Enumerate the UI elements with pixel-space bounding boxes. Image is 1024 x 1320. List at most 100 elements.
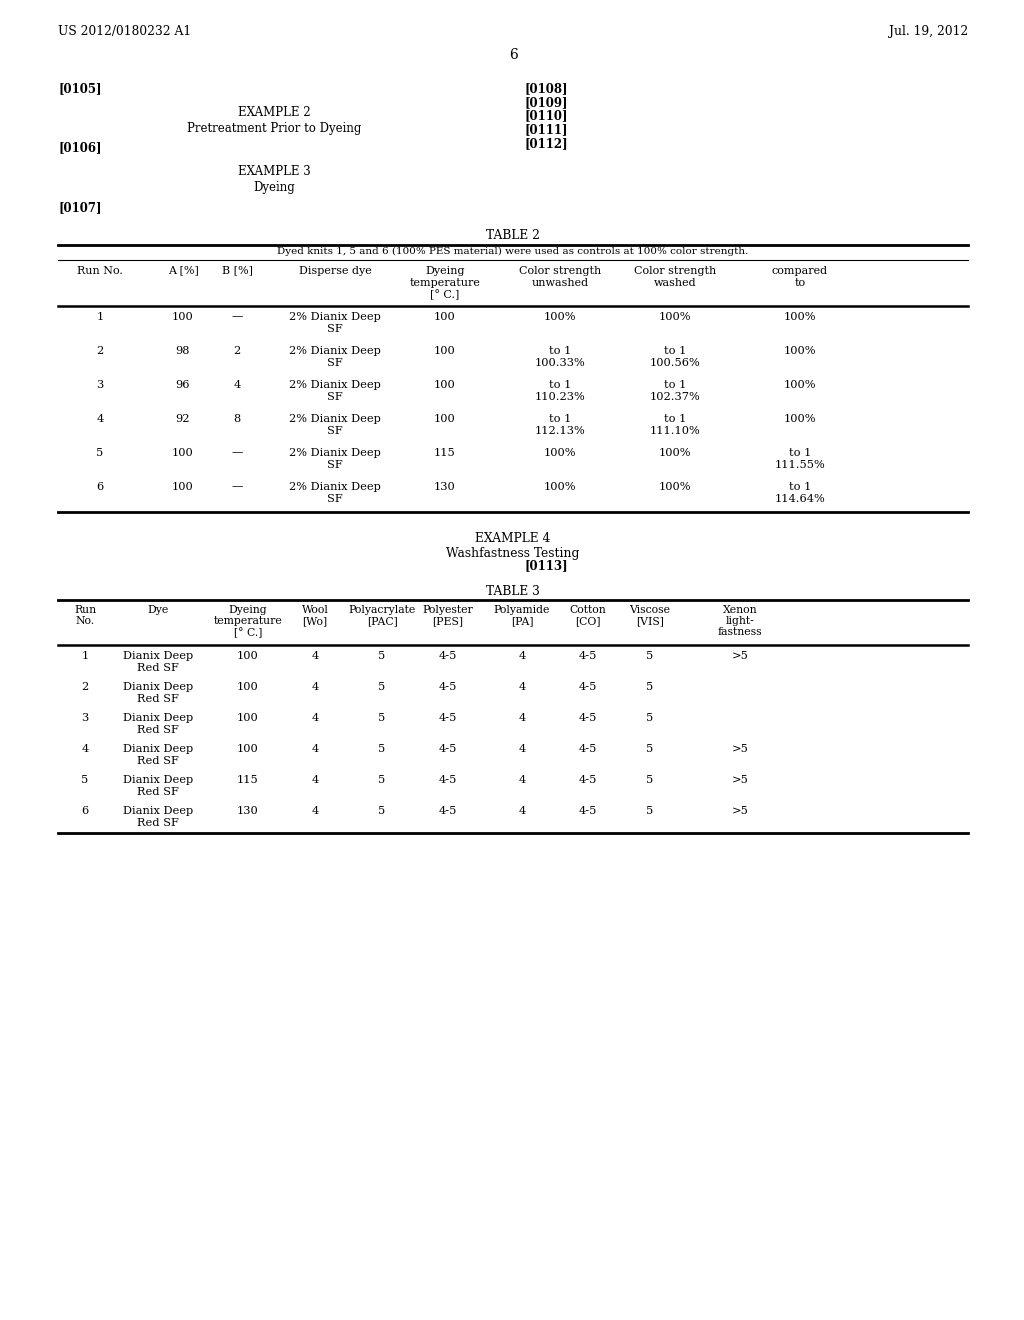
Text: Dianix Deep: Dianix Deep bbox=[123, 744, 194, 755]
Text: Red SF: Red SF bbox=[137, 818, 179, 828]
Text: 4-5: 4-5 bbox=[579, 744, 597, 755]
Text: 100%: 100% bbox=[544, 482, 577, 491]
Text: SF: SF bbox=[327, 358, 343, 367]
Text: 5: 5 bbox=[379, 713, 386, 723]
Text: [VIS]: [VIS] bbox=[636, 616, 664, 627]
Text: 5: 5 bbox=[379, 807, 386, 816]
Text: 2% Dianix Deep: 2% Dianix Deep bbox=[289, 413, 381, 424]
Text: 100%: 100% bbox=[658, 482, 691, 491]
Text: Color strength: Color strength bbox=[519, 265, 601, 276]
Text: 100%: 100% bbox=[658, 312, 691, 322]
Text: 114.64%: 114.64% bbox=[774, 494, 825, 504]
Text: 100: 100 bbox=[172, 482, 194, 491]
Text: 111.55%: 111.55% bbox=[774, 459, 825, 470]
Text: 5: 5 bbox=[646, 651, 653, 661]
Text: 100: 100 bbox=[434, 312, 456, 322]
Text: Disperse dye: Disperse dye bbox=[299, 265, 372, 276]
Text: 4-5: 4-5 bbox=[579, 713, 597, 723]
Text: Viscose: Viscose bbox=[630, 606, 671, 615]
Text: —: — bbox=[231, 447, 243, 458]
Text: to: to bbox=[795, 277, 806, 288]
Text: 4: 4 bbox=[518, 807, 525, 816]
Text: 100: 100 bbox=[172, 447, 194, 458]
Text: 5: 5 bbox=[646, 682, 653, 693]
Text: 4: 4 bbox=[96, 413, 103, 424]
Text: Red SF: Red SF bbox=[137, 787, 179, 797]
Text: [PA]: [PA] bbox=[511, 616, 534, 627]
Text: 4-5: 4-5 bbox=[579, 775, 597, 785]
Text: Dianix Deep: Dianix Deep bbox=[123, 775, 194, 785]
Text: SF: SF bbox=[327, 494, 343, 504]
Text: 100: 100 bbox=[238, 744, 259, 755]
Text: 100%: 100% bbox=[544, 312, 577, 322]
Text: Dianix Deep: Dianix Deep bbox=[123, 713, 194, 723]
Text: EXAMPLE 3: EXAMPLE 3 bbox=[238, 165, 310, 178]
Text: 2: 2 bbox=[233, 346, 241, 355]
Text: 4: 4 bbox=[311, 713, 318, 723]
Text: [0110]: [0110] bbox=[524, 110, 567, 123]
Text: 3: 3 bbox=[96, 380, 103, 389]
Text: 4-5: 4-5 bbox=[579, 682, 597, 693]
Text: 4-5: 4-5 bbox=[439, 713, 457, 723]
Text: Run: Run bbox=[74, 606, 96, 615]
Text: 100: 100 bbox=[172, 312, 194, 322]
Text: 5: 5 bbox=[379, 651, 386, 661]
Text: 100%: 100% bbox=[783, 346, 816, 355]
Text: 100.33%: 100.33% bbox=[535, 358, 586, 367]
Text: 4: 4 bbox=[311, 775, 318, 785]
Text: Dyeing: Dyeing bbox=[425, 265, 465, 276]
Text: 5: 5 bbox=[646, 775, 653, 785]
Text: 5: 5 bbox=[81, 775, 89, 785]
Text: temperature: temperature bbox=[410, 277, 480, 288]
Text: 92: 92 bbox=[176, 413, 190, 424]
Text: [PAC]: [PAC] bbox=[367, 616, 397, 627]
Text: 5: 5 bbox=[379, 775, 386, 785]
Text: Red SF: Red SF bbox=[137, 725, 179, 735]
Text: SF: SF bbox=[327, 323, 343, 334]
Text: 1: 1 bbox=[96, 312, 103, 322]
Text: to 1: to 1 bbox=[664, 346, 686, 355]
Text: light-: light- bbox=[726, 616, 755, 627]
Text: 3: 3 bbox=[81, 713, 89, 723]
Text: 100: 100 bbox=[238, 682, 259, 693]
Text: Dyeing: Dyeing bbox=[253, 181, 295, 194]
Text: 2: 2 bbox=[96, 346, 103, 355]
Text: washed: washed bbox=[653, 277, 696, 288]
Text: 115: 115 bbox=[434, 447, 456, 458]
Text: 6: 6 bbox=[96, 482, 103, 491]
Text: 100%: 100% bbox=[544, 447, 577, 458]
Text: 5: 5 bbox=[646, 744, 653, 755]
Text: 100: 100 bbox=[434, 413, 456, 424]
Text: 4: 4 bbox=[233, 380, 241, 389]
Text: 4: 4 bbox=[311, 651, 318, 661]
Text: [PES]: [PES] bbox=[432, 616, 464, 627]
Text: to 1: to 1 bbox=[788, 447, 811, 458]
Text: 112.13%: 112.13% bbox=[535, 425, 586, 436]
Text: —: — bbox=[231, 482, 243, 491]
Text: 2% Dianix Deep: 2% Dianix Deep bbox=[289, 312, 381, 322]
Text: >5: >5 bbox=[731, 744, 749, 755]
Text: 5: 5 bbox=[379, 744, 386, 755]
Text: TABLE 2: TABLE 2 bbox=[486, 228, 540, 242]
Text: 4: 4 bbox=[81, 744, 89, 755]
Text: 102.37%: 102.37% bbox=[649, 392, 700, 401]
Text: fastness: fastness bbox=[718, 627, 762, 638]
Text: 8: 8 bbox=[233, 413, 241, 424]
Text: [0111]: [0111] bbox=[524, 123, 567, 136]
Text: 100: 100 bbox=[434, 346, 456, 355]
Text: 5: 5 bbox=[379, 682, 386, 693]
Text: Xenon: Xenon bbox=[723, 606, 758, 615]
Text: to 1: to 1 bbox=[549, 380, 571, 389]
Text: 6: 6 bbox=[509, 48, 517, 62]
Text: Red SF: Red SF bbox=[137, 663, 179, 673]
Text: 4: 4 bbox=[311, 682, 318, 693]
Text: to 1: to 1 bbox=[549, 346, 571, 355]
Text: 100.56%: 100.56% bbox=[649, 358, 700, 367]
Text: 4: 4 bbox=[518, 744, 525, 755]
Text: 4: 4 bbox=[518, 651, 525, 661]
Text: 5: 5 bbox=[646, 807, 653, 816]
Text: [0108]: [0108] bbox=[524, 82, 567, 95]
Text: Red SF: Red SF bbox=[137, 694, 179, 704]
Text: 4-5: 4-5 bbox=[439, 775, 457, 785]
Text: 2% Dianix Deep: 2% Dianix Deep bbox=[289, 380, 381, 389]
